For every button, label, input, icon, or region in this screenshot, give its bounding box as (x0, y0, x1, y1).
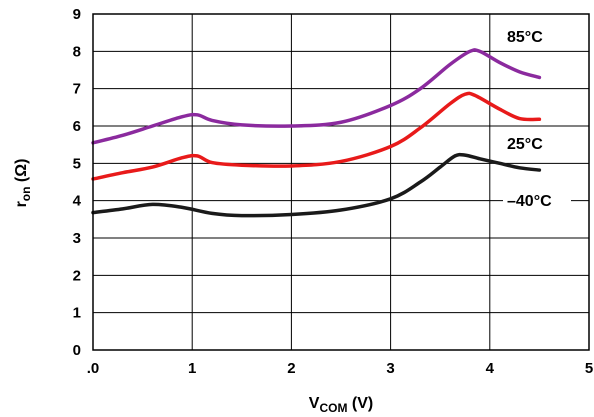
y-tick-label: 5 (73, 155, 81, 172)
y-tick-label: 4 (73, 193, 82, 210)
y-tick-label: 6 (73, 118, 81, 135)
x-axis-title: VCOM (V) (309, 395, 373, 415)
series-label-background (503, 23, 579, 49)
series-line-1 (91, 91, 542, 181)
x-tick-label: 3 (386, 360, 394, 377)
series-label: –40°C (507, 193, 552, 210)
series-label: 85°C (507, 29, 543, 46)
y-axis-title: ron (Ω) (13, 159, 33, 208)
plot-frame (92, 13, 590, 351)
y-tick-label: 9 (73, 6, 81, 23)
y-tick-label: 7 (73, 81, 81, 98)
series-label: 25°C (507, 136, 543, 153)
y-tick-label: 0 (73, 342, 81, 359)
x-tick-label: 2 (287, 360, 295, 377)
x-tick-label: 5 (585, 360, 593, 377)
y-tick-label: 3 (73, 230, 81, 247)
series-labels: 85°C 25°C –40°C (503, 23, 579, 213)
grid-lines (93, 14, 589, 350)
tick-labels: .0 1 2 3 4 5 0 1 2 3 4 5 6 7 8 9 (73, 6, 594, 377)
y-tick-label: 2 (73, 267, 81, 284)
series-line-2 (91, 152, 542, 218)
series-label-background (503, 187, 571, 213)
x-tick-label: .0 (87, 360, 100, 377)
series-label-background (503, 130, 561, 156)
series-line-0 (91, 48, 542, 145)
y-tick-label: 8 (73, 43, 81, 60)
y-tick-label: 1 (73, 305, 81, 322)
x-tick-label: 1 (188, 360, 196, 377)
x-tick-label: 4 (486, 360, 495, 377)
series-layer (91, 48, 542, 218)
